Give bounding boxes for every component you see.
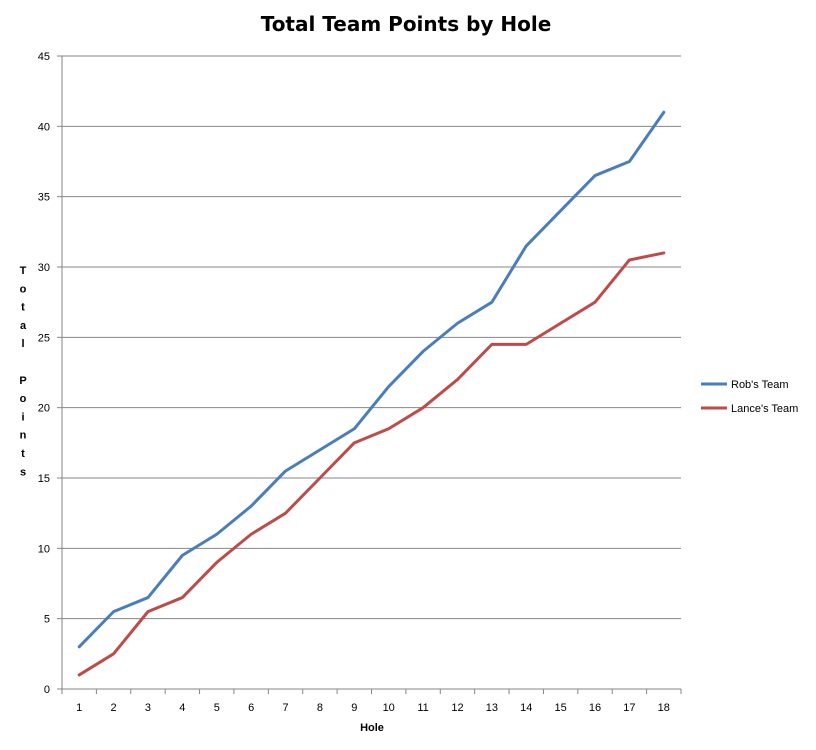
y-tick-label: 20 (38, 403, 50, 415)
series-line-1 (77, 251, 666, 677)
x-tick-label: 8 (317, 702, 323, 714)
y-tick-label: 10 (38, 543, 50, 555)
y-tick-label: 30 (38, 262, 50, 274)
x-tick-label: 18 (658, 702, 670, 714)
axes (57, 55, 682, 694)
x-tick-label: 4 (179, 702, 185, 714)
legend-label: Rob's Team (731, 379, 789, 391)
legend: Rob's Team Lance's Team (701, 379, 798, 415)
x-tick-label: 10 (383, 702, 395, 714)
x-tick-label: 17 (623, 702, 635, 714)
x-tick-label: 5 (214, 702, 220, 714)
y-axis-label-char: s (20, 466, 26, 478)
x-tick-label: 2 (111, 702, 117, 714)
y-tick-label: 40 (38, 121, 50, 133)
x-tick-label: 13 (486, 702, 498, 714)
y-tick-label: 15 (38, 473, 50, 485)
x-tick-label: 3 (145, 702, 151, 714)
x-tick-labels: 1 2 3 4 5 6 7 8 9 10 11 12 13 14 15 16 17 18 (76, 702, 670, 714)
x-tick-label: 9 (351, 702, 357, 714)
x-tick-label: 16 (589, 702, 601, 714)
y-axis-label-char: P (19, 375, 26, 387)
y-tick-label: 35 (38, 192, 50, 204)
y-axis-label-char: l (21, 338, 24, 350)
y-axis-label-char: a (20, 320, 27, 332)
x-tick-label: 15 (555, 702, 567, 714)
y-axis-label-char: t (21, 448, 25, 460)
y-tick-label: 0 (44, 684, 50, 696)
y-axis-label-char: i (21, 411, 24, 423)
x-axis-label: Hole (360, 722, 384, 734)
series-lines (77, 110, 666, 677)
y-axis-label-char: o (20, 393, 27, 405)
y-axis-label-char: t (21, 302, 25, 314)
x-tick-label: 11 (417, 702, 428, 714)
x-tick-label: 7 (282, 702, 288, 714)
legend-label: Lance's Team (731, 403, 798, 415)
y-tick-label: 5 (44, 614, 50, 626)
y-axis-label-char: o (20, 283, 27, 295)
y-axis-label-char: T (20, 265, 27, 277)
y-tick-label: 45 (38, 51, 50, 63)
x-tick-label: 12 (451, 702, 463, 714)
chart-title: Total Team Points by Hole (261, 12, 552, 36)
x-tick-label: 14 (520, 702, 532, 714)
gridlines (62, 55, 681, 620)
y-axis-label-char: n (20, 430, 27, 442)
series-line-0 (77, 110, 666, 649)
y-tick-labels: 0 5 10 15 20 25 30 35 40 45 (38, 51, 50, 696)
x-tick-label: 1 (76, 702, 82, 714)
x-tick-label: 6 (248, 702, 254, 714)
y-tick-label: 25 (38, 332, 50, 344)
